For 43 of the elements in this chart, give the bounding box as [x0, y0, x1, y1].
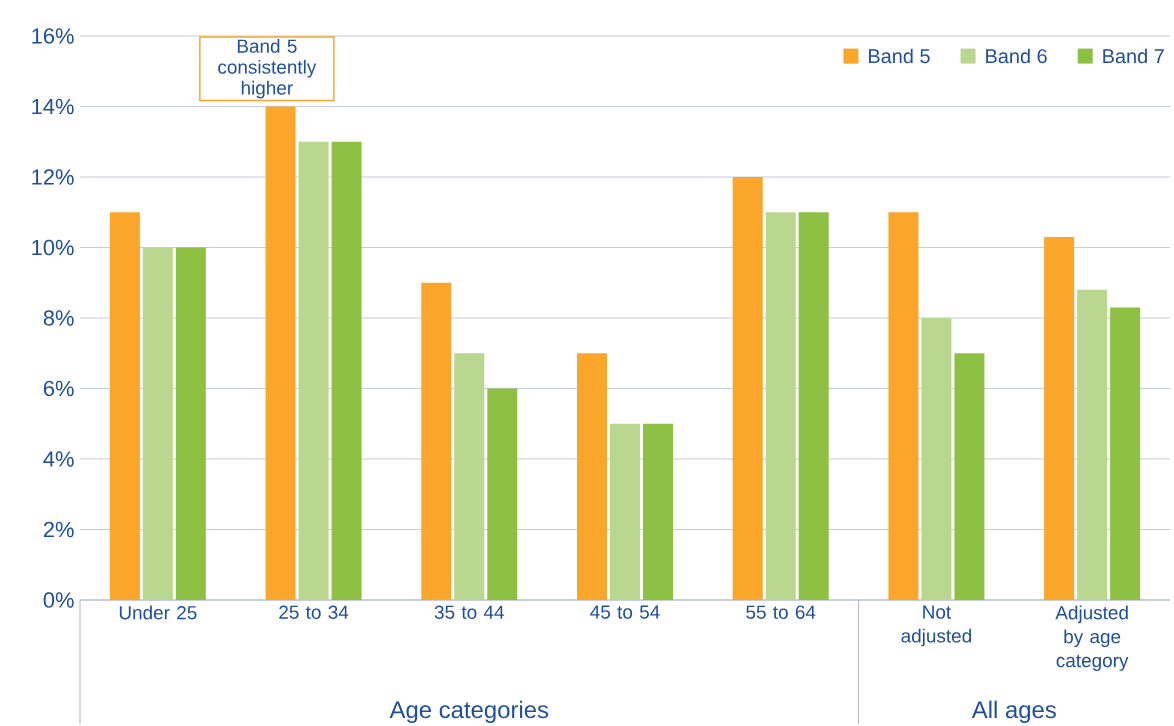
- x-tick-label: 45 to 54: [590, 605, 660, 619]
- y-tick-label: 14%: [32, 98, 74, 115]
- bar: [454, 353, 485, 600]
- bar: [798, 212, 829, 600]
- bar: [1044, 236, 1075, 600]
- x-tick-label: 55 to 64: [746, 605, 816, 619]
- bar: [577, 353, 607, 600]
- bar: [954, 353, 985, 600]
- legend-label: Band 5: [869, 48, 930, 64]
- x-tick-label: 35 to 44: [434, 605, 504, 619]
- bar: [487, 388, 518, 600]
- y-tick-label: 8%: [43, 310, 74, 326]
- bar: [175, 247, 206, 600]
- bar: [732, 176, 763, 600]
- bar: [331, 141, 362, 600]
- x-tick-label: Under 25: [119, 605, 197, 620]
- bar: [888, 212, 919, 600]
- annotation: Band 5 consistently higher: [218, 38, 317, 99]
- bar: [643, 423, 673, 600]
- bar: [265, 106, 296, 600]
- y-tick-label: 6%: [43, 380, 74, 397]
- bar: [1077, 289, 1108, 600]
- x-tick-label: 25 to 34: [279, 605, 349, 619]
- text: Age categories: [389, 700, 549, 723]
- legend-label: Band 7: [1103, 48, 1164, 64]
- bar: [610, 423, 640, 600]
- y-tick-label: 12%: [32, 169, 74, 185]
- x-tick-label: Adjusted by age category: [1055, 605, 1129, 671]
- text: All ages: [971, 700, 1056, 723]
- bar: [109, 212, 140, 600]
- bar: [765, 212, 796, 600]
- bar: [421, 282, 452, 600]
- legend-label: Band 6: [986, 48, 1047, 64]
- bar: [1110, 307, 1141, 600]
- y-tick-label: 0%: [43, 592, 74, 608]
- x-tick-label: Not adjusted: [901, 605, 971, 647]
- y-tick-label: 10%: [32, 239, 74, 256]
- y-tick-label: 4%: [43, 451, 74, 467]
- y-tick-label: 2%: [43, 521, 74, 538]
- bar: [142, 247, 173, 600]
- bar: [298, 141, 329, 600]
- bar: [921, 317, 952, 600]
- y-tick-label: 16%: [32, 28, 74, 44]
